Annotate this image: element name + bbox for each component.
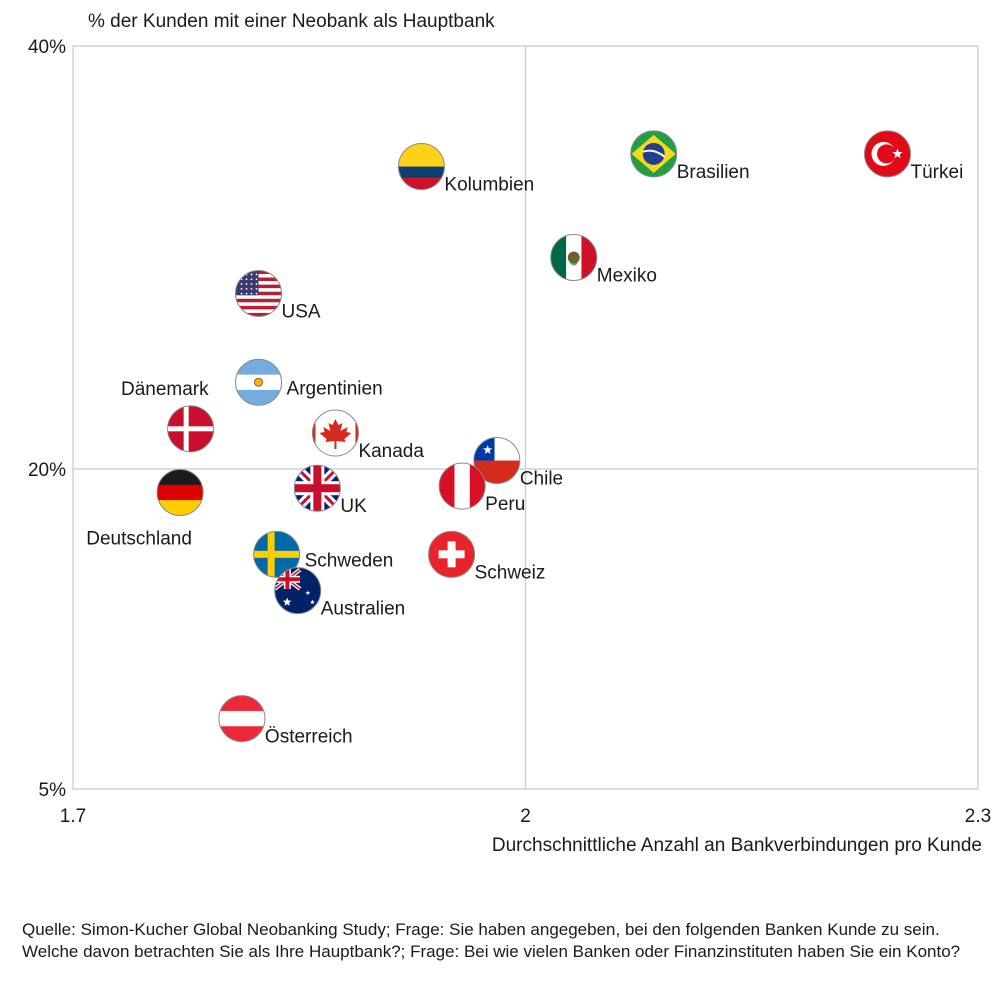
brazil-flag — [630, 130, 677, 177]
data-point-switzerland: Schweiz — [428, 530, 546, 583]
point-label: Dänemark — [121, 379, 209, 400]
point-label: Brasilien — [677, 162, 750, 183]
plot-frame — [72, 45, 979, 790]
data-points: Kolumbien Brasilien Türkei Mexiko USA Argenti… — [86, 130, 964, 748]
data-point-austria: Österreich — [218, 695, 353, 748]
switzerland-flag — [428, 531, 475, 578]
point-label: Türkei — [911, 162, 964, 183]
flag-border — [864, 130, 911, 178]
mexico-flag — [550, 234, 597, 281]
point-label: Australien — [321, 599, 406, 620]
point-label: Deutschland — [86, 528, 192, 549]
flag-border — [235, 358, 283, 406]
denmark-flag — [167, 405, 214, 452]
point-label: Kolumbien — [444, 175, 534, 196]
flag-border — [428, 530, 476, 578]
flag-border — [438, 462, 486, 510]
y-tick-label: 20% — [28, 460, 66, 481]
data-point-mexico: Mexiko — [550, 234, 657, 287]
y-axis-title: % der Kunden mit einer Neobank als Haupt… — [88, 11, 495, 32]
data-point-canada: Kanada — [311, 409, 424, 462]
y-tick-label: 40% — [28, 37, 66, 58]
flag-border — [253, 530, 301, 578]
scatter-chart: % der Kunden mit einer Neobank als Haupt… — [28, 11, 991, 856]
point-label: UK — [340, 496, 367, 517]
flag-border — [156, 468, 204, 516]
point-label: USA — [282, 301, 321, 322]
y-tick-label: 5% — [39, 780, 67, 801]
flag-border — [274, 567, 322, 615]
flag-border — [293, 464, 341, 512]
flag-border — [473, 437, 521, 485]
flag-border — [550, 234, 598, 281]
data-point-uk: UK — [293, 464, 367, 517]
data-point-australia: Australien — [274, 567, 406, 620]
x-tick-label: 2 — [520, 806, 531, 827]
uk-flag — [294, 465, 341, 512]
canada-flag — [312, 410, 359, 457]
data-point-sweden: Schweden — [253, 530, 394, 578]
data-point-colombia: Kolumbien — [397, 143, 534, 196]
flag-border — [397, 143, 445, 191]
argentina-flag — [235, 359, 282, 406]
flag-border — [311, 409, 359, 457]
data-point-usa: USA — [235, 269, 321, 322]
data-point-peru: Peru — [438, 462, 525, 515]
data-point-argentina: Argentinien — [235, 358, 383, 406]
x-tick-label: 1.7 — [60, 806, 86, 827]
data-point-germany: Deutschland — [86, 468, 204, 549]
flag-border — [235, 269, 283, 317]
x-tick-label: 2.3 — [965, 806, 991, 827]
peru-flag — [439, 463, 486, 510]
data-point-chile: Chile — [473, 437, 563, 490]
point-label: Schweden — [305, 550, 394, 571]
point-label: Mexiko — [597, 266, 657, 287]
data-point-denmark: Dänemark — [121, 379, 215, 453]
germany-flag — [157, 469, 204, 516]
flag-border — [167, 405, 215, 453]
austria-flag — [218, 695, 265, 742]
source-note: Quelle: Simon-Kucher Global Neobanking S… — [22, 920, 961, 961]
x-axis-title: Durchschnittliche Anzahl an Bankverbindu… — [492, 835, 982, 856]
data-point-turkey: Türkei — [864, 130, 964, 183]
point-label: Argentinien — [287, 378, 383, 399]
x-axis-ticks: 1.7 2 2.3 — [60, 806, 991, 827]
data-point-brazil: Brasilien — [630, 130, 750, 183]
point-label: Schweiz — [475, 562, 546, 583]
point-label: Peru — [485, 494, 525, 515]
point-label: Chile — [520, 469, 563, 490]
flag-border — [630, 130, 678, 178]
flag-border — [218, 695, 266, 743]
y-axis-ticks: 40% 20% 5% — [28, 37, 66, 801]
point-label: Österreich — [265, 727, 353, 748]
turkey-flag — [864, 130, 911, 177]
point-label: Kanada — [358, 441, 424, 462]
colombia-flag — [398, 143, 445, 190]
